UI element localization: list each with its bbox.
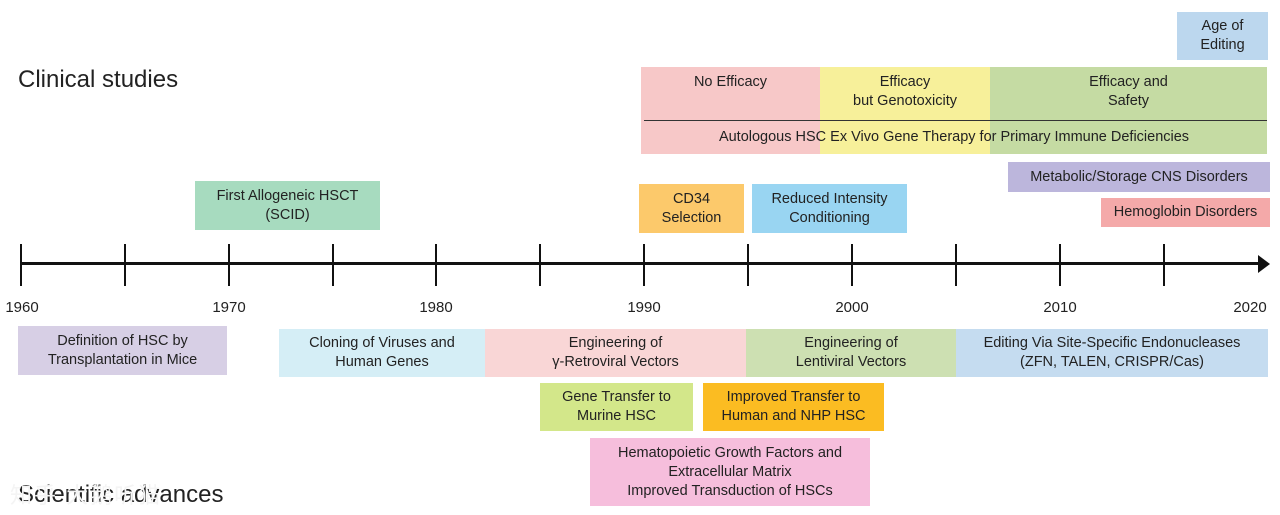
no-efficacy-box: No Efficacy	[641, 67, 820, 154]
efficacy-genotoxicity-label-2: but Genotoxicity	[853, 93, 957, 109]
efficacy-genotoxicity-box: Efficacy but Genotoxicity	[820, 67, 990, 154]
engineering-lentiviral-label-2: Lentiviral Vectors	[795, 354, 907, 370]
timeline-tick	[643, 244, 645, 286]
timeline-arrow-icon	[1258, 255, 1270, 273]
gene-transfer-murine-label-2: Murine HSC	[577, 408, 656, 424]
editing-endonucleases-label-2: (ZFN, TALEN, CRISPR/Cas)	[1020, 354, 1204, 370]
improved-transfer-label-1: Improved Transfer to	[726, 389, 861, 405]
metabolic-cns-box: Metabolic/Storage CNS Disorders	[1008, 162, 1270, 192]
engineering-retroviral-label-2: γ-Retroviral Vectors	[552, 354, 679, 370]
efficacy-safety-box: Efficacy and Safety	[990, 67, 1267, 154]
cd34-selection-box: CD34 Selection	[639, 184, 744, 233]
timeline-tick	[124, 244, 126, 286]
year-label: 1980	[419, 299, 453, 316]
timeline-tick	[851, 244, 853, 286]
metabolic-cns-label: Metabolic/Storage CNS Disorders	[1030, 168, 1248, 185]
year-label: 1990	[627, 299, 661, 316]
timeline-tick	[20, 244, 22, 286]
engineering-lentiviral-label-1: Engineering of	[804, 335, 898, 351]
reduced-intensity-box: Reduced Intensity Conditioning	[752, 184, 907, 233]
growth-factors-label-2: Extracellular Matrix	[668, 463, 792, 480]
efficacy-safety-label-2: Safety	[1107, 93, 1150, 109]
year-label: 2020	[1233, 299, 1267, 316]
efficacy-genotoxicity-label-1: Efficacy	[879, 74, 931, 90]
timeline-tick	[1163, 244, 1165, 286]
cloning-viruses-label-1: Cloning of Viruses and	[309, 335, 455, 351]
hemoglobin-box: Hemoglobin Disorders	[1101, 198, 1270, 227]
year-label: 1970	[212, 299, 246, 316]
first-allogeneic-box: First Allogeneic HSCT (SCID)	[195, 181, 380, 230]
timeline-tick	[435, 244, 437, 286]
watermark: 知乎 大鹅听猫	[10, 483, 163, 508]
cd34-selection-label-1: CD34	[672, 190, 711, 207]
age-of-editing-label-2: Editing	[1200, 37, 1245, 53]
reduced-intensity-label-2: Conditioning	[789, 209, 870, 226]
timeline-tick	[747, 244, 749, 286]
reduced-intensity-label-1: Reduced Intensity	[771, 190, 888, 207]
timeline-tick	[955, 244, 957, 286]
hemoglobin-label: Hemoglobin Disorders	[1113, 204, 1258, 220]
improved-transfer-box: Improved Transfer to Human and NHP HSC	[703, 383, 884, 431]
cloning-viruses-label-2: Human Genes	[335, 354, 429, 370]
clinical-studies-title: Clinical studies	[18, 66, 179, 93]
definition-hsc-label-1: Definition of HSC by	[57, 332, 188, 349]
first-allogeneic-label-2: (SCID)	[265, 206, 310, 223]
editing-endonucleases-label-1: Editing Via Site-Specific Endonucleases	[983, 335, 1241, 351]
editing-endonucleases-box: Editing Via Site-Specific Endonucleases …	[956, 329, 1268, 377]
definition-hsc-label-2: Transplantation in Mice	[47, 351, 198, 368]
scientific-advances-title: Scientific advances	[18, 481, 224, 508]
cd34-selection-label-2: Selection	[661, 209, 722, 226]
timeline-axis	[20, 262, 1260, 265]
timeline-tick	[1059, 244, 1061, 286]
age-of-editing-box: Age of Editing	[1177, 12, 1268, 60]
growth-factors-label-1: Hematopoietic Growth Factors and	[617, 444, 843, 461]
year-label: 2010	[1043, 299, 1077, 316]
engineering-retroviral-box: Engineering of γ-Retroviral Vectors	[485, 329, 746, 377]
efficacy-safety-label-1: Efficacy and	[1089, 74, 1168, 90]
engineering-retroviral-label-1: Engineering of	[568, 335, 663, 351]
age-of-editing-label-1: Age of	[1201, 18, 1244, 34]
year-label: 2000	[835, 299, 869, 316]
timeline-tick	[332, 244, 334, 286]
year-label: 1960	[5, 299, 39, 316]
growth-factors-box: Hematopoietic Growth Factors and Extrace…	[590, 438, 870, 506]
autologous-hsc-label-box: Autologous HSC Ex Vivo Gene Therapy for …	[641, 124, 1267, 150]
no-efficacy-label: No Efficacy	[693, 74, 768, 90]
improved-transfer-label-2: Human and NHP HSC	[721, 408, 866, 424]
timeline-tick	[228, 244, 230, 286]
engineering-lentiviral-box: Engineering of Lentiviral Vectors	[746, 329, 956, 377]
cloning-viruses-box: Cloning of Viruses and Human Genes	[279, 329, 485, 377]
autologous-divider-line	[644, 120, 1267, 121]
gene-transfer-murine-label-1: Gene Transfer to	[562, 389, 671, 405]
gene-transfer-murine-box: Gene Transfer to Murine HSC	[540, 383, 693, 431]
timeline-tick	[539, 244, 541, 286]
definition-hsc-box: Definition of HSC by Transplantation in …	[18, 326, 227, 375]
first-allogeneic-label-1: First Allogeneic HSCT	[216, 187, 359, 204]
growth-factors-label-3: Improved Transduction of HSCs	[627, 482, 833, 499]
autologous-hsc-label: Autologous HSC Ex Vivo Gene Therapy for …	[718, 128, 1190, 145]
